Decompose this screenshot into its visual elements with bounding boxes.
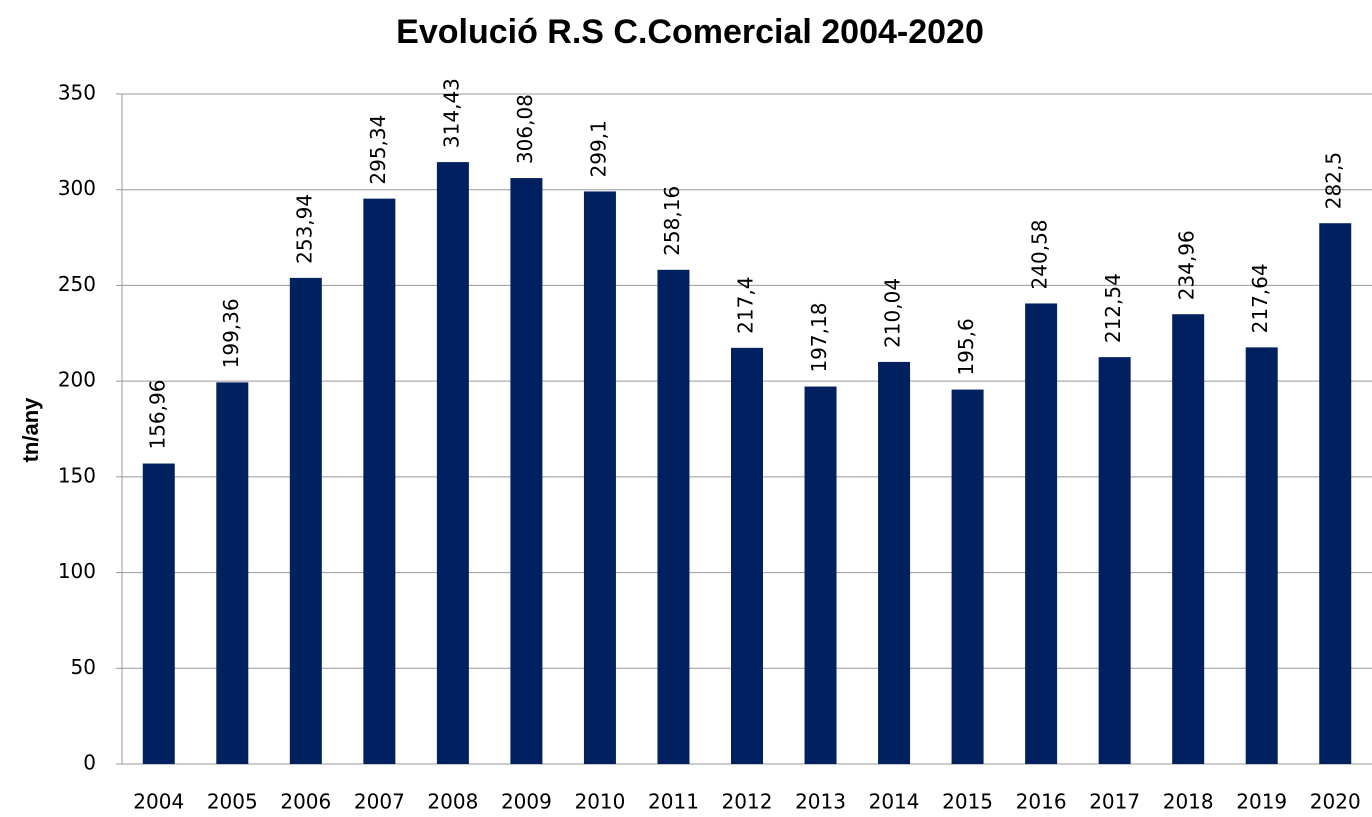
bar: [1025, 303, 1058, 764]
x-tick-label: 2015: [942, 790, 993, 814]
x-tick-label: 2017: [1089, 790, 1140, 814]
x-tick-label: 2005: [207, 790, 258, 814]
x-tick-label: 2008: [427, 790, 478, 814]
y-tick-label: 50: [71, 655, 96, 679]
bar: [657, 269, 690, 764]
y-tick-label: 250: [58, 272, 96, 296]
value-label: 306,08: [513, 94, 537, 164]
chart-title: Evolució R.S C.Comercial 2004-2020: [396, 13, 984, 51]
value-label: 156,96: [145, 380, 169, 450]
value-label: 217,64: [1248, 263, 1272, 333]
bar: [731, 347, 763, 764]
value-label: 258,16: [660, 186, 684, 256]
value-label: 210,04: [881, 278, 905, 348]
bar: [951, 389, 984, 764]
value-label: 199,36: [219, 298, 243, 368]
value-label: 234,96: [1175, 230, 1199, 300]
y-tick-label: 200: [58, 368, 96, 392]
x-tick-label: 2009: [501, 790, 552, 814]
value-label: 282,5: [1322, 152, 1346, 209]
value-label: 314,43: [439, 78, 463, 148]
bar: [289, 277, 322, 764]
x-tick-label: 2018: [1163, 790, 1214, 814]
x-tick-label: 2012: [722, 790, 773, 814]
x-tick-label: 2013: [795, 790, 846, 814]
bar: [878, 361, 911, 764]
bar: [1319, 223, 1352, 764]
x-tick-label: 2020: [1310, 790, 1361, 814]
bar: [804, 386, 837, 764]
value-label: 295,34: [366, 115, 390, 185]
value-label: 253,94: [292, 194, 316, 264]
value-label: 217,4: [734, 277, 758, 334]
value-label: 299,1: [586, 120, 610, 177]
y-tick-label: 350: [58, 81, 96, 105]
x-tick-label: 2006: [280, 790, 331, 814]
y-tick-label: 0: [83, 751, 96, 775]
bar: [1098, 357, 1131, 764]
x-tick-label: 2010: [574, 790, 625, 814]
x-tick-label: 2014: [869, 790, 920, 814]
x-tick-label: 2016: [1016, 790, 1067, 814]
value-label: 240,58: [1028, 219, 1052, 289]
bar: [436, 162, 469, 765]
x-tick-label: 2007: [354, 790, 405, 814]
bar: [510, 178, 543, 764]
x-tick-label: 2004: [133, 790, 184, 814]
value-label: 212,54: [1101, 273, 1125, 343]
bar: [583, 191, 616, 765]
bar: [142, 463, 175, 764]
x-tick-label: 2011: [648, 790, 699, 814]
bar: [216, 382, 249, 764]
x-tick-label: 2019: [1236, 790, 1287, 814]
bar: [363, 198, 396, 764]
y-axis-label: tn/any: [18, 397, 43, 463]
y-tick-label: 100: [58, 559, 96, 583]
bar: [1172, 314, 1205, 764]
y-tick-label: 150: [58, 463, 96, 487]
bar: [1245, 347, 1278, 764]
value-label: 195,6: [954, 318, 978, 375]
y-tick-label: 300: [58, 176, 96, 200]
value-label: 197,18: [807, 303, 831, 373]
